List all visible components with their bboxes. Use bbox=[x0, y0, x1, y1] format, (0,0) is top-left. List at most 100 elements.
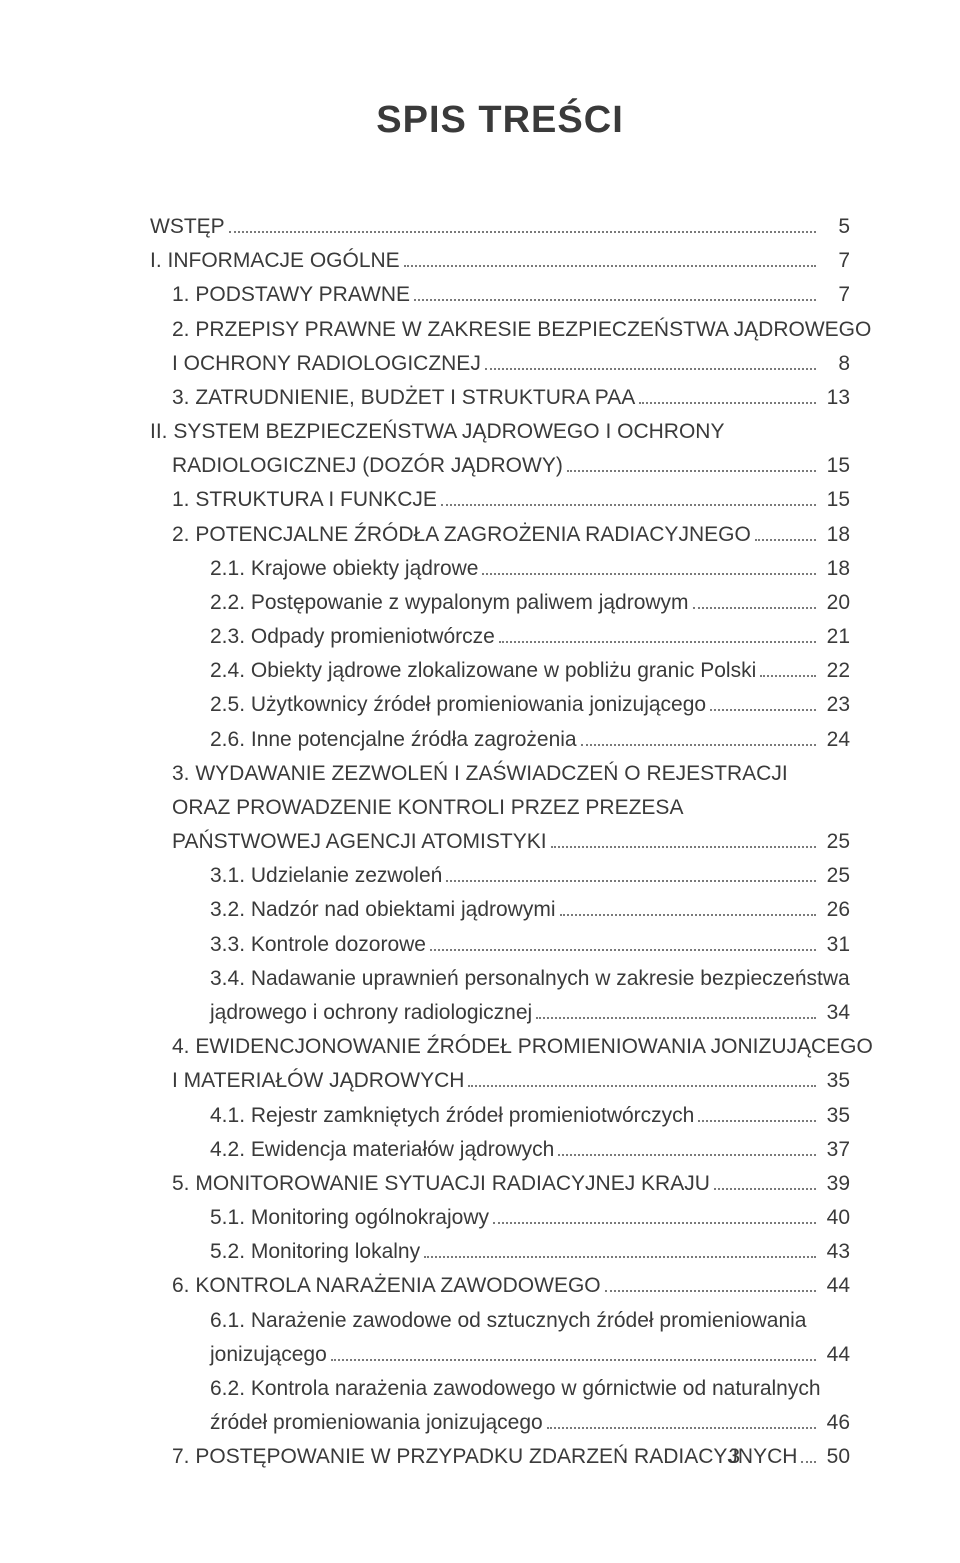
toc-entry-page: 20 bbox=[820, 586, 850, 619]
toc-leader-dots bbox=[499, 641, 816, 643]
toc-entry: 2.4. Obiekty jądrowe zlokalizowane w pob… bbox=[150, 654, 850, 687]
toc-entry-text: I MATERIAŁÓW JĄDROWYCH bbox=[172, 1064, 464, 1097]
toc-entry: 3.3. Kontrole dozorowe 31 bbox=[150, 928, 850, 961]
toc-entry: 5. MONITOROWANIE SYTUACJI RADIACYJNEJ KR… bbox=[150, 1167, 850, 1200]
toc-entry: 2. PRZEPISY PRAWNE W ZAKRESIE BEZPIECZEŃ… bbox=[150, 313, 850, 346]
toc-leader-dots bbox=[536, 1017, 816, 1019]
toc-entry-text: 3.4. Nadawanie uprawnień personalnych w … bbox=[210, 962, 850, 995]
toc-entry-page: 18 bbox=[820, 518, 850, 551]
toc-entry: 1. STRUKTURA I FUNKCJE15 bbox=[150, 483, 850, 516]
toc-entry-continuation: I MATERIAŁÓW JĄDROWYCH 35 bbox=[150, 1064, 850, 1097]
toc-leader-dots bbox=[698, 1120, 816, 1122]
toc-entry-text: 2.1. Krajowe obiekty jądrowe bbox=[210, 552, 478, 585]
toc-entry-text: RADIOLOGICZNEJ (DOZÓR JĄDROWY) bbox=[172, 449, 563, 482]
toc-entry: 1. PODSTAWY PRAWNE7 bbox=[150, 278, 850, 311]
toc-entry: 2. POTENCJALNE ŹRÓDŁA ZAGROŻENIA RADIACY… bbox=[150, 518, 850, 551]
toc-entry: 3. ZATRUDNIENIE, BUDŻET I STRUKTURA PAA 1… bbox=[150, 381, 850, 414]
toc-entry: 6.2. Kontrola narażenia zawodowego w gór… bbox=[150, 1372, 850, 1405]
toc-leader-dots bbox=[581, 744, 816, 746]
toc-leader-dots bbox=[482, 573, 816, 575]
toc-entry-text: 2. POTENCJALNE ŹRÓDŁA ZAGROŻENIA RADIACY… bbox=[172, 518, 751, 551]
toc-entry-page: 25 bbox=[820, 825, 850, 858]
toc-entry-text: 4. EWIDENCJONOWANIE ŹRÓDEŁ PROMIENIOWANI… bbox=[172, 1030, 873, 1063]
toc-leader-dots bbox=[710, 709, 816, 711]
toc-entry-page: 24 bbox=[820, 723, 850, 756]
toc-entry-text: ORAZ PROWADZENIE KONTROLI PRZEZ PREZESA bbox=[172, 791, 683, 824]
toc-leader-dots bbox=[567, 470, 816, 472]
toc-entry-page: 23 bbox=[820, 688, 850, 721]
toc-leader-dots bbox=[801, 1461, 816, 1463]
toc-leader-dots bbox=[558, 1154, 816, 1156]
toc-entry: 7. POSTĘPOWANIE W PRZYPADKU ZDARZEŃ RADI… bbox=[150, 1440, 850, 1473]
toc-leader-dots bbox=[755, 539, 816, 541]
toc-leader-dots bbox=[424, 1256, 816, 1258]
toc-entry-text: 3.1. Udzielanie zezwoleń bbox=[210, 859, 442, 892]
toc-entry: II. SYSTEM BEZPIECZEŃSTWA JĄDROWEGO I OC… bbox=[150, 415, 850, 448]
toc-entry-text: jądrowego i ochrony radiologicznej bbox=[210, 996, 532, 1029]
toc-leader-dots bbox=[560, 914, 817, 916]
toc-entry-text: 2.3. Odpady promieniotwórcze bbox=[210, 620, 495, 653]
toc-entry-continuation: RADIOLOGICZNEJ (DOZÓR JĄDROWY)15 bbox=[150, 449, 850, 482]
toc-entry-text: 7. POSTĘPOWANIE W PRZYPADKU ZDARZEŃ RADI… bbox=[172, 1440, 797, 1473]
toc-entry: 2.1. Krajowe obiekty jądrowe 18 bbox=[150, 552, 850, 585]
toc-entry-text: PAŃSTWOWEJ AGENCJI ATOMISTYKI bbox=[172, 825, 547, 858]
toc-entry-text: 2.4. Obiekty jądrowe zlokalizowane w pob… bbox=[210, 654, 756, 687]
toc-entry-text: 3.3. Kontrole dozorowe bbox=[210, 928, 426, 961]
toc-leader-dots bbox=[714, 1188, 816, 1190]
toc-entry-text: 6.2. Kontrola narażenia zawodowego w gór… bbox=[210, 1372, 821, 1405]
table-of-contents: WSTĘP 5I. INFORMACJE OGÓLNE71. PODSTAWY P… bbox=[150, 210, 850, 1473]
toc-entry-page: 18 bbox=[820, 552, 850, 585]
toc-entry: I. INFORMACJE OGÓLNE7 bbox=[150, 244, 850, 277]
toc-leader-dots bbox=[485, 368, 816, 370]
toc-entry-page: 50 bbox=[820, 1440, 850, 1473]
toc-entry: 5.2. Monitoring lokalny43 bbox=[150, 1235, 850, 1268]
toc-leader-dots bbox=[446, 880, 816, 882]
toc-entry-continuation: I OCHRONY RADIOLOGICZNEJ8 bbox=[150, 347, 850, 380]
toc-entry-page: 35 bbox=[820, 1064, 850, 1097]
toc-entry-page: 40 bbox=[820, 1201, 850, 1234]
toc-entry-page: 7 bbox=[820, 244, 850, 277]
toc-leader-dots bbox=[441, 504, 816, 506]
toc-entry: 4.1. Rejestr zamkniętych źródeł promieni… bbox=[150, 1099, 850, 1132]
toc-entry-page: 5 bbox=[820, 210, 850, 243]
toc-leader-dots bbox=[414, 299, 816, 301]
toc-entry-continuation: PAŃSTWOWEJ AGENCJI ATOMISTYKI 25 bbox=[150, 825, 850, 858]
toc-entry-text: 6. KONTROLA NARAŻENIA ZAWODOWEGO bbox=[172, 1269, 601, 1302]
toc-entry-text: 2.5. Użytkownicy źródeł promieniowania j… bbox=[210, 688, 706, 721]
toc-entry-text: jonizującego bbox=[210, 1338, 327, 1371]
toc-entry-page: 46 bbox=[820, 1406, 850, 1439]
toc-entry-text: 5. MONITOROWANIE SYTUACJI RADIACYJNEJ KR… bbox=[172, 1167, 710, 1200]
toc-leader-dots bbox=[331, 1359, 816, 1361]
toc-entry-page: 35 bbox=[820, 1099, 850, 1132]
toc-entry: 2.2. Postępowanie z wypalonym paliwem ją… bbox=[150, 586, 850, 619]
toc-leader-dots bbox=[404, 265, 816, 267]
toc-entry-text: 5.2. Monitoring lokalny bbox=[210, 1235, 420, 1268]
toc-leader-dots bbox=[693, 607, 816, 609]
toc-entry-page: 31 bbox=[820, 928, 850, 961]
toc-entry-text: źródeł promieniowania jonizującego bbox=[210, 1406, 543, 1439]
toc-entry: 3.4. Nadawanie uprawnień personalnych w … bbox=[150, 962, 850, 995]
toc-leader-dots bbox=[639, 402, 816, 404]
toc-entry-text: II. SYSTEM BEZPIECZEŃSTWA JĄDROWEGO I OC… bbox=[150, 415, 724, 448]
toc-leader-dots bbox=[468, 1085, 816, 1087]
toc-entry-page: 37 bbox=[820, 1133, 850, 1166]
toc-entry-page: 22 bbox=[820, 654, 850, 687]
toc-leader-dots bbox=[760, 675, 816, 677]
toc-leader-dots bbox=[493, 1222, 816, 1224]
toc-entry-page: 21 bbox=[820, 620, 850, 653]
toc-entry-text: 4.1. Rejestr zamkniętych źródeł promieni… bbox=[210, 1099, 694, 1132]
toc-entry-page: 13 bbox=[820, 381, 850, 414]
page-title: SPIS TREŚCI bbox=[150, 90, 850, 150]
toc-entry-text: 3. ZATRUDNIENIE, BUDŻET I STRUKTURA PAA bbox=[172, 381, 635, 414]
toc-entry-page: 25 bbox=[820, 859, 850, 892]
toc-entry: 2.5. Użytkownicy źródeł promieniowania j… bbox=[150, 688, 850, 721]
toc-entry-page: 39 bbox=[820, 1167, 850, 1200]
toc-entry: 2.6. Inne potencjalne źródła zagrożenia 2… bbox=[150, 723, 850, 756]
toc-entry-text: WSTĘP bbox=[150, 210, 225, 243]
toc-entry-text: 2.6. Inne potencjalne źródła zagrożenia bbox=[210, 723, 577, 756]
toc-entry-continuation: jonizującego44 bbox=[150, 1338, 850, 1371]
toc-leader-dots bbox=[430, 949, 816, 951]
toc-entry-page: 34 bbox=[820, 996, 850, 1029]
toc-entry: 6.1. Narażenie zawodowe od sztucznych źr… bbox=[150, 1304, 850, 1337]
toc-leader-dots bbox=[229, 231, 816, 233]
